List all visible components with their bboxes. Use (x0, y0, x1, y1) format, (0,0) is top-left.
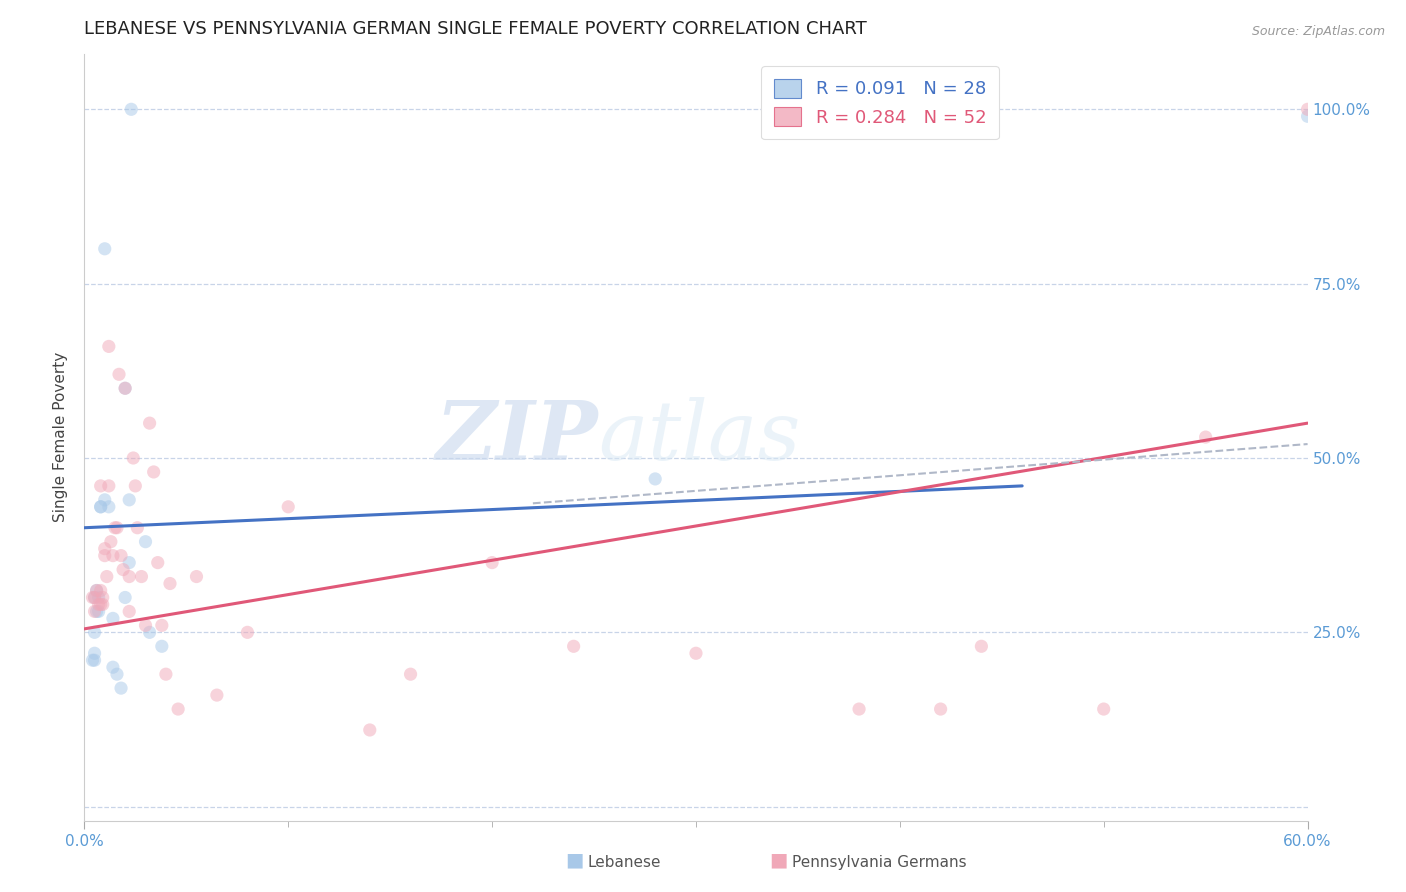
Text: Lebanese: Lebanese (588, 855, 661, 870)
Point (359, 723, 381, 737)
Point (481, 556, 503, 570)
Point (108, 368, 131, 382)
Point (91, 591, 114, 605)
Point (97, 479, 120, 493)
Point (1195, 430, 1218, 444)
Point (90, 500, 112, 514)
Point (91, 598, 114, 612)
Point (87, 598, 110, 612)
Point (86, 583, 108, 598)
Y-axis label: Single Female Poverty: Single Female Poverty (53, 352, 69, 522)
Point (122, 450, 145, 465)
Point (112, 563, 135, 577)
Point (150, 640, 173, 654)
Point (83, 604, 105, 618)
Point (82, 653, 104, 667)
Point (159, 576, 181, 591)
Point (83, 646, 105, 660)
Point (1296, 103, 1319, 117)
Point (96, 569, 118, 583)
Text: ■: ■ (565, 851, 583, 870)
Point (138, 625, 160, 640)
Point (124, 479, 146, 493)
Point (277, 500, 299, 514)
Point (186, 569, 208, 583)
Legend: R = 0.091   N = 28, R = 0.284   N = 52: R = 0.091 N = 28, R = 0.284 N = 52 (762, 66, 998, 139)
Text: Source: ZipAtlas.com: Source: ZipAtlas.com (1251, 25, 1385, 38)
Point (105, 521, 128, 535)
Point (1092, 702, 1115, 716)
Point (86, 583, 108, 598)
Text: ZIP: ZIP (436, 397, 598, 477)
Point (114, 381, 136, 395)
Point (118, 604, 141, 618)
Point (1296, 109, 1319, 123)
Text: atlas: atlas (598, 397, 800, 477)
Point (83, 653, 105, 667)
Point (83, 591, 105, 605)
Point (97, 339, 120, 353)
Point (83, 625, 105, 640)
Point (131, 569, 153, 583)
Point (135, 618, 157, 632)
Point (101, 660, 124, 674)
Point (93, 549, 115, 563)
Point (87, 604, 110, 618)
Point (562, 640, 585, 654)
Point (90, 500, 112, 514)
Point (83, 591, 105, 605)
Point (970, 640, 993, 654)
Point (86, 604, 108, 618)
Point (82, 591, 104, 605)
Text: Pennsylvania Germans: Pennsylvania Germans (792, 855, 966, 870)
Point (93, 541, 115, 556)
Point (114, 381, 136, 395)
Point (118, 492, 141, 507)
Point (150, 618, 173, 632)
Point (100, 534, 122, 549)
Point (114, 591, 136, 605)
Point (110, 681, 132, 695)
Text: LEBANESE VS PENNSYLVANIA GERMAN SINGLE FEMALE POVERTY CORRELATION CHART: LEBANESE VS PENNSYLVANIA GERMAN SINGLE F… (84, 21, 868, 38)
Point (93, 492, 115, 507)
Point (90, 583, 112, 598)
Point (90, 479, 112, 493)
Point (118, 569, 141, 583)
Point (135, 534, 157, 549)
Point (127, 521, 149, 535)
Point (155, 667, 177, 681)
Point (90, 598, 112, 612)
Point (929, 702, 952, 716)
Point (146, 556, 169, 570)
Point (120, 103, 142, 117)
Point (101, 611, 124, 625)
Point (685, 646, 707, 660)
Point (138, 416, 160, 430)
Point (167, 702, 190, 716)
Point (118, 556, 141, 570)
Point (101, 549, 124, 563)
Point (93, 242, 115, 256)
Point (848, 702, 870, 716)
Point (104, 521, 127, 535)
Point (236, 625, 259, 640)
Point (399, 667, 422, 681)
Text: ■: ■ (769, 851, 787, 870)
Point (97, 500, 120, 514)
Point (110, 549, 132, 563)
Point (205, 688, 228, 702)
Point (142, 465, 165, 479)
Point (105, 667, 128, 681)
Point (644, 472, 666, 486)
Point (87, 591, 110, 605)
